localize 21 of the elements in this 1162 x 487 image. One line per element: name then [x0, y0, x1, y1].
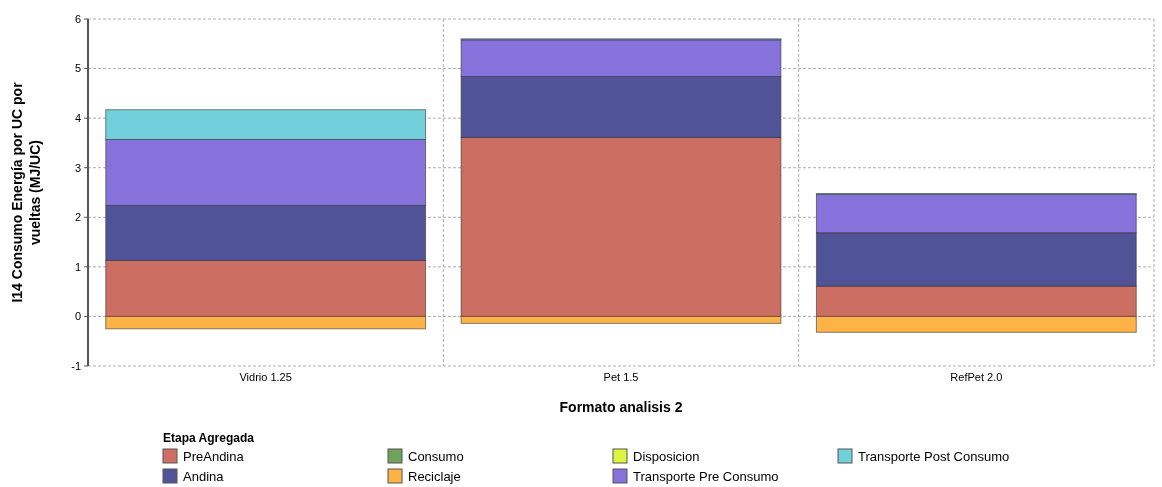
y-tick-label: 4: [74, 111, 81, 124]
y-axis-title: I14 Consumo Energía por UC por vueltas (MJ/UC): [9, 81, 43, 303]
legend-title: Etapa Agregada: [163, 431, 255, 445]
y-tick-label: 1: [74, 260, 81, 273]
y-tick-label: 5: [74, 62, 81, 75]
legend-label: Disposicion: [633, 448, 700, 464]
legend-label: Transporte Post Consumo: [858, 448, 1010, 464]
legend-label: Transporte Pre Consumo: [633, 468, 779, 484]
x-tick-label: RefPet 2.0: [950, 371, 1003, 383]
legend-label: PreAndina: [183, 448, 245, 464]
x-tick-label: Pet 1.5: [603, 371, 639, 383]
y-tick-label: 6: [74, 12, 81, 25]
legend-label: Consumo: [408, 448, 464, 464]
y-tick-label: 2: [74, 211, 81, 224]
legend-label: Andina: [183, 468, 225, 484]
x-axis-title: Formato analisis 2: [559, 399, 683, 415]
x-tick-label: Vidrio 1.25: [239, 371, 292, 383]
y-tick-label: 3: [74, 161, 81, 174]
y-tick-label: 0: [74, 310, 81, 323]
y-tick-label: -1: [71, 359, 81, 372]
legend-label: Reciclaje: [408, 468, 461, 484]
